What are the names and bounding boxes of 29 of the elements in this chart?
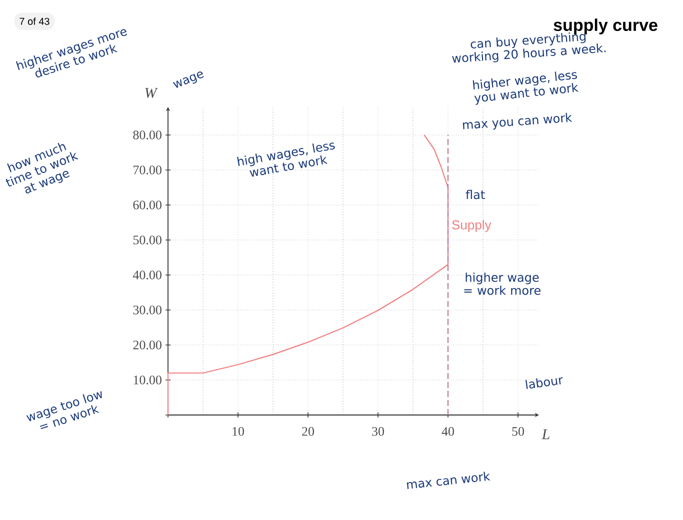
text: how much time to work at wage [6,142,79,194]
annotation: higher wage = work more [464,272,540,295]
y-tick-label: 30.00 [133,306,162,314]
y-tick-label: 70.00 [134,166,162,174]
y-tick-label: 80.00 [133,130,162,140]
y-tick-label: 20.00 [133,340,162,350]
x-tick-label: 10 [232,427,244,436]
y-tick-label: 60.00 [133,200,162,210]
text: supply curve [554,18,658,34]
x-tick-label: 30 [372,427,384,436]
annotation: flat [466,190,485,200]
y-tick-label: 40.00 [132,270,162,280]
text: 7 of 43 [20,18,50,25]
y-tick-label: 50.00 [133,236,162,244]
y-tick-label: 10.00 [134,376,162,384]
x-axis-title: L [542,429,550,440]
x-tick-label: 50 [512,427,524,436]
x-tick-label: 40 [442,427,454,436]
y-axis-title: W [145,88,158,98]
text: higher wage, less you want to work [472,72,579,105]
annotation: high wages, less want to work [237,142,335,177]
annotation: max you can work [462,112,572,130]
series-label: Supply [452,220,492,232]
text: wage [172,72,204,88]
text: wage too low = no work [26,391,102,430]
x-tick-label: 20 [302,427,314,436]
text: max can work [406,472,490,489]
text: higher wages more desire to work [16,29,128,78]
annotation: labour [525,377,563,390]
